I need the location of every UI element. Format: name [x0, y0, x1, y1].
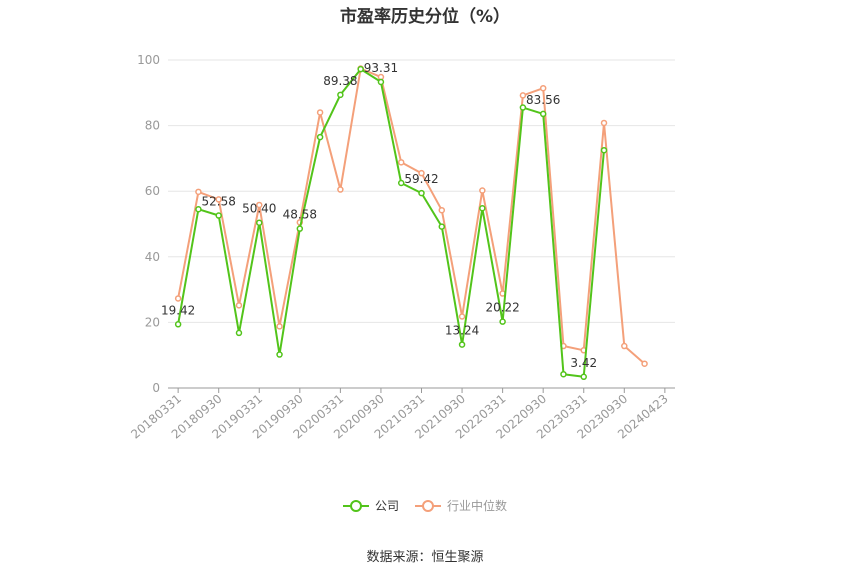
y-tick-label: 40 — [145, 250, 160, 264]
data-point-0 — [316, 133, 324, 141]
data-point-1 — [479, 187, 486, 194]
data-point-0 — [418, 189, 425, 197]
data-point-1 — [438, 206, 446, 214]
data-point-0 — [296, 225, 304, 232]
legend: 公司 行业中位数 — [0, 497, 850, 514]
data-point-0 — [397, 179, 405, 187]
data-point-1 — [621, 342, 628, 350]
data-label: 89.38 — [323, 74, 357, 88]
data-point-0 — [479, 205, 486, 212]
data-point-1 — [418, 169, 425, 177]
data-point-0 — [438, 223, 446, 230]
data-point-0 — [560, 370, 567, 378]
data-point-0 — [276, 351, 283, 358]
series-lines — [174, 65, 648, 381]
data-point-0 — [337, 91, 344, 99]
y-tick-label: 60 — [145, 184, 160, 198]
data-point-0 — [600, 146, 608, 154]
data-point-0 — [235, 329, 243, 337]
data-point-1 — [174, 295, 182, 302]
data-label: 50.40 — [242, 202, 276, 216]
data-point-0 — [519, 104, 527, 111]
chart-title: 市盈率历史分位（%） — [339, 7, 511, 27]
data-point-0 — [377, 78, 385, 86]
data-point-0 — [174, 321, 182, 328]
legend-item-industry-median[interactable]: 行业中位数 — [415, 497, 507, 514]
data-label: 13.24 — [445, 324, 479, 338]
data-point-1 — [276, 323, 283, 330]
data-point-0 — [499, 318, 506, 325]
data-point-0 — [215, 212, 222, 219]
data-label: 59.42 — [404, 172, 438, 186]
series-line-1 — [177, 67, 646, 365]
data-point-1 — [641, 360, 648, 367]
y-tick-label: 80 — [145, 119, 160, 133]
data-point-1 — [195, 188, 202, 196]
data-point-1 — [458, 313, 466, 320]
data-label: 48.58 — [283, 208, 317, 222]
y-tick-label: 20 — [145, 315, 160, 329]
legend-item-company[interactable]: 公司 — [342, 497, 399, 514]
data-point-0 — [256, 219, 263, 226]
data-point-1 — [519, 92, 527, 99]
data-labels: 19.42 52.58 50.40 48.58 89.38 93.31 59.42 13.24… — [161, 61, 597, 370]
data-label: 93.31 — [364, 61, 398, 75]
data-point-0 — [458, 341, 466, 348]
data-label: 3.42 — [570, 356, 597, 370]
data-point-1 — [397, 159, 405, 166]
data-point-1 — [256, 201, 263, 209]
legend-industry-marker-icon — [415, 499, 441, 512]
legend-industry-label: 行业中位数 — [447, 499, 508, 513]
data-point-0 — [357, 65, 364, 73]
data-point-1 — [600, 119, 608, 127]
data-label: 20.22 — [485, 301, 519, 315]
data-point-1 — [235, 302, 243, 309]
series-line-0 — [177, 68, 605, 378]
data-label: 52.58 — [202, 195, 236, 209]
data-source: 数据来源：恒生聚源 — [366, 550, 484, 565]
data-point-1 — [316, 109, 324, 116]
data-label: 19.42 — [161, 303, 195, 317]
data-point-1 — [215, 196, 222, 203]
data-point-1 — [337, 186, 344, 193]
data-point-0 — [195, 205, 202, 213]
y-tick-label: 100 — [137, 53, 160, 67]
legend-company-marker-icon — [342, 499, 369, 512]
y-tick-label: 0 — [152, 381, 160, 395]
data-point-1 — [539, 84, 547, 92]
legend-company-label: 公司 — [374, 499, 399, 513]
data-point-0 — [539, 110, 547, 118]
data-label: 83.56 — [526, 93, 560, 107]
data-point-0 — [580, 373, 587, 381]
